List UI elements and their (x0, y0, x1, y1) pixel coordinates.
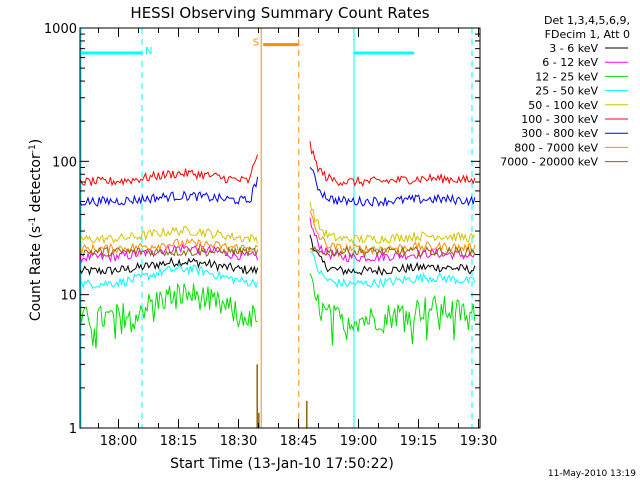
legend-label: 6 - 12 keV (542, 56, 598, 69)
legend-label: 300 - 800 keV (521, 127, 598, 140)
series-line-pre-gap (79, 256, 259, 276)
x-tick-label: 18:45 (280, 434, 317, 449)
series-25-50keV (79, 251, 476, 290)
y-axis-label-sup2: -1 (28, 144, 38, 153)
y-axis-label-main: Count Rate (s (28, 226, 44, 321)
legend-label: 7000 - 20000 keV (500, 156, 598, 169)
series-7000-20000keV (79, 245, 476, 259)
legend-label: 100 - 300 keV (521, 113, 598, 126)
legend-label: 25 - 50 keV (535, 85, 598, 98)
axes-layer: 1 10 100 1000 18:00 18:15 18:30 18:45 19:00 19:15… (44, 22, 497, 449)
y-tick-label: 1000 (44, 22, 77, 37)
series-line-pre-gap (79, 154, 259, 187)
plot-frame (79, 27, 481, 429)
legend: Det 1,3,4,5,6,9, FDecim 1, Att 0 3 - 6 k… (500, 14, 630, 169)
series-line-pre-gap (79, 225, 259, 244)
chart-title: HESSI Observing Summary Count Rates (130, 4, 429, 22)
series-line-pre-gap (79, 238, 258, 256)
x-tick-label: 19:30 (460, 434, 497, 449)
legend-label: 12 - 25 keV (535, 70, 598, 83)
series-12-25keV (79, 273, 476, 349)
series-line-post-gap (309, 251, 476, 289)
x-tick-label: 18:00 (100, 434, 137, 449)
series-line-post-gap (309, 234, 476, 277)
series-line-post-gap (309, 141, 476, 188)
y-tick-label: 1 (69, 422, 77, 437)
saa-label: S (253, 38, 259, 49)
series-line-post-gap (309, 167, 476, 208)
legend-label: 50 - 100 keV (528, 99, 598, 112)
series-3-6keV (79, 234, 476, 277)
series-300-800keV (79, 167, 476, 208)
x-axis-label: Start Time (13-Jan-10 17:50:22) (170, 456, 394, 472)
y-axis-label-sup1: -1 (28, 217, 38, 226)
y-axis-label-mid: detector (28, 153, 44, 217)
x-tick-label: 18:30 (220, 434, 257, 449)
y-tick-label: 100 (52, 155, 77, 170)
series-line-pre-gap (79, 176, 259, 207)
series-800-7000keV (79, 210, 476, 256)
series-line-post-gap (309, 201, 476, 246)
series-line-pre-gap (79, 263, 259, 290)
x-tick-label: 19:15 (400, 434, 437, 449)
x-tick-label: 19:00 (340, 434, 377, 449)
x-tick-label: 18:15 (160, 434, 197, 449)
annotations-layer: NS (80, 28, 473, 428)
series-line-post-gap (309, 210, 476, 256)
series-layer (79, 141, 476, 428)
y-tick-label: 10 (60, 289, 77, 304)
legend-header-line-2: FDecim 1, Att 0 (545, 28, 630, 41)
series-100-300keV (79, 141, 476, 188)
series-line-pre-gap (79, 243, 259, 264)
legend-header-line-1: Det 1,3,4,5,6,9, (544, 14, 630, 27)
legend-label: 3 - 6 keV (549, 42, 598, 55)
series-line-pre-gap (79, 282, 258, 349)
series-line-post-gap (309, 273, 476, 346)
series-line-post-gap (309, 245, 476, 259)
series-50-100keV (79, 201, 476, 246)
series-line-pre-gap (79, 246, 259, 259)
y-axis-label-end: ) (28, 139, 44, 144)
legend-label: 800 - 7000 keV (514, 141, 598, 154)
footer-timestamp: 11-May-2010 13:19 (548, 469, 636, 479)
y-axis-label: Count Rate (s-1 detector-1) (28, 139, 44, 321)
night-label: N (145, 46, 152, 57)
